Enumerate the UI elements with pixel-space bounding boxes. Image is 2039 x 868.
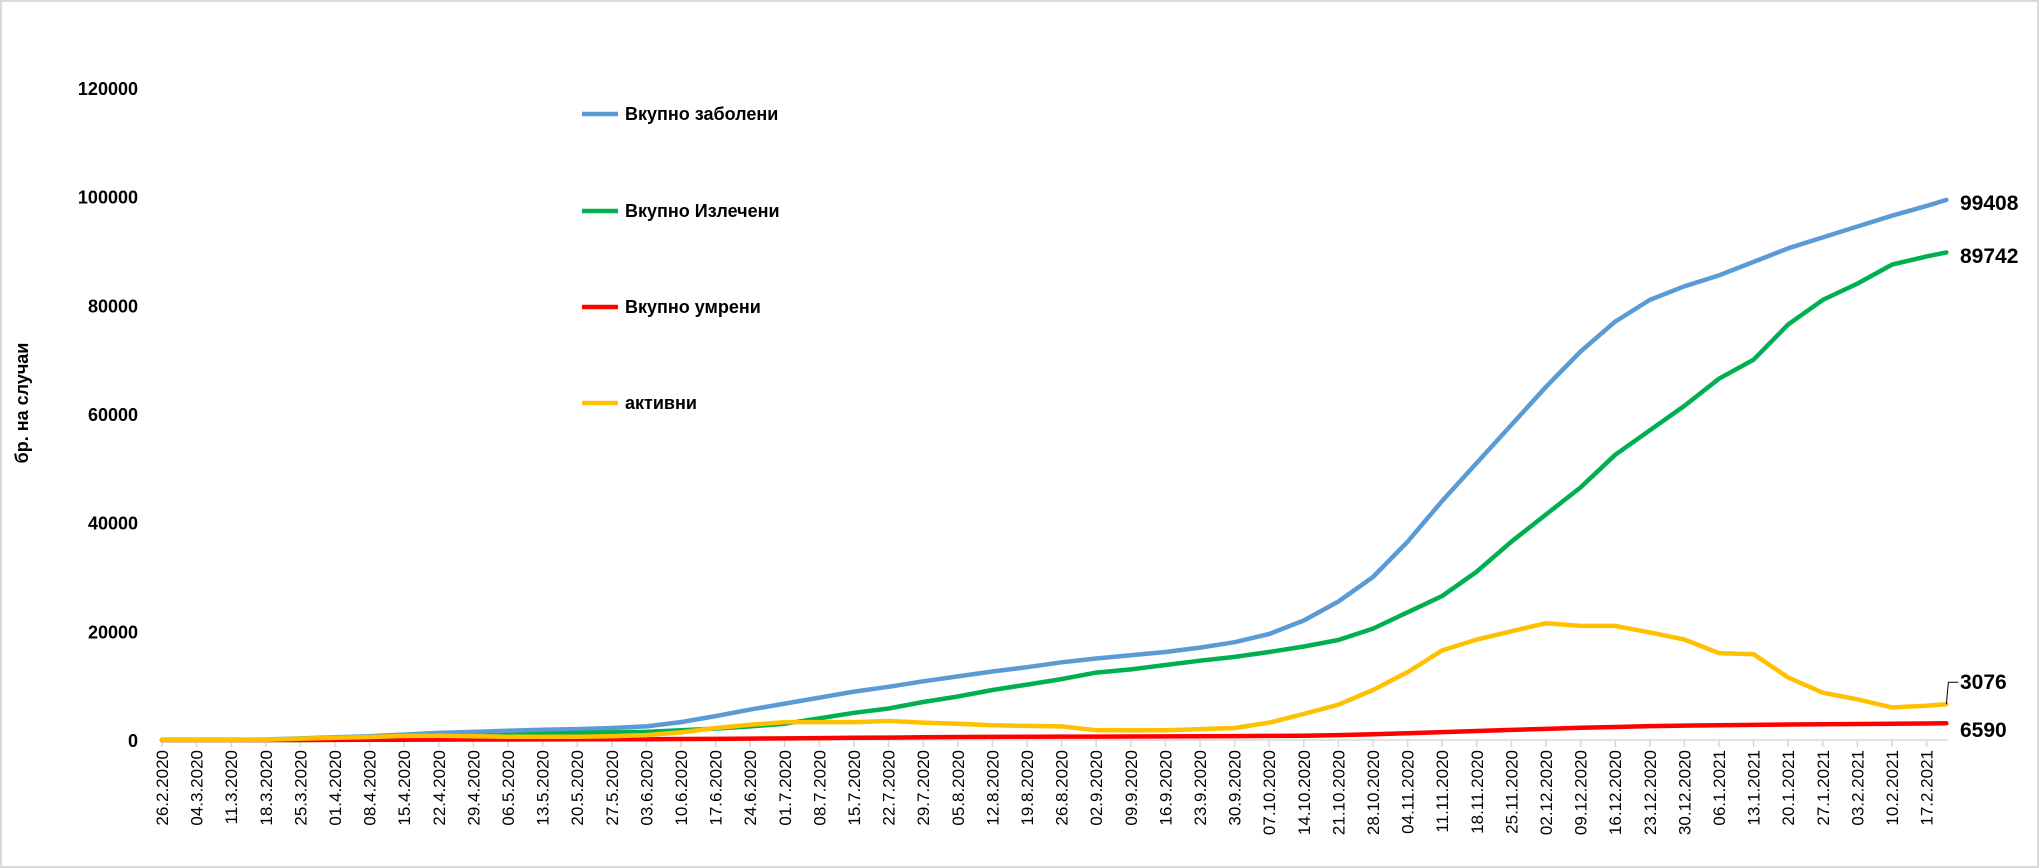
x-tick-label: 28.10.2020 bbox=[1364, 750, 1383, 835]
x-tick-label: 26.2.2020 bbox=[153, 750, 172, 826]
legend-label: Вкупно умрени bbox=[625, 297, 761, 317]
x-tick-label: 11.3.2020 bbox=[222, 750, 241, 824]
x-tick-label: 22.7.2020 bbox=[880, 750, 899, 826]
x-tick-label: 03.2.2021 bbox=[1848, 750, 1867, 826]
x-tick-label: 23.12.2020 bbox=[1641, 750, 1660, 835]
x-tick-label: 10.6.2020 bbox=[672, 750, 691, 826]
x-tick-label: 08.7.2020 bbox=[810, 750, 829, 826]
x-tick-label: 23.9.2020 bbox=[1191, 750, 1210, 826]
x-tick-label: 21.10.2020 bbox=[1329, 750, 1348, 835]
x-tick-label: 20.5.2020 bbox=[568, 750, 587, 826]
x-tick-label: 30.9.2020 bbox=[1226, 750, 1245, 826]
x-tick-label: 26.8.2020 bbox=[1053, 750, 1072, 826]
x-tick-label: 19.8.2020 bbox=[1018, 750, 1037, 826]
series-line-2 bbox=[159, 250, 1949, 743]
x-tick-label: 16.9.2020 bbox=[1156, 750, 1175, 826]
series-line-4 bbox=[159, 620, 1949, 743]
x-tick-label: 17.2.2021 bbox=[1918, 750, 1937, 826]
x-tick-label: 09.9.2020 bbox=[1122, 750, 1141, 826]
x-tick-label: 01.7.2020 bbox=[776, 750, 795, 826]
x-tick-label: 04.3.2020 bbox=[188, 750, 207, 826]
y-tick-label: 0 bbox=[128, 731, 138, 751]
end-value-label: 89742 bbox=[1960, 245, 2018, 268]
x-tick-label: 25.3.2020 bbox=[291, 750, 310, 826]
x-tick-label: 02.9.2020 bbox=[1087, 750, 1106, 826]
y-tick-label: 20000 bbox=[88, 622, 138, 642]
x-tick-label: 05.8.2020 bbox=[949, 750, 968, 826]
legend-label: Вкупно заболени bbox=[625, 104, 778, 124]
x-tick-label: 17.6.2020 bbox=[707, 750, 726, 826]
x-tick-label: 18.11.2020 bbox=[1468, 750, 1487, 834]
x-tick-label: 18.3.2020 bbox=[257, 750, 276, 826]
x-tick-label: 06.1.2021 bbox=[1710, 750, 1729, 826]
x-tick-label: 15.7.2020 bbox=[845, 750, 864, 826]
x-tick-label: 03.6.2020 bbox=[637, 750, 656, 826]
x-tick-label: 01.4.2020 bbox=[326, 750, 345, 826]
x-tick-label: 20.1.2021 bbox=[1779, 750, 1798, 826]
x-tick-label: 30.12.2020 bbox=[1675, 750, 1694, 835]
x-tick-label: 13.5.2020 bbox=[534, 750, 553, 826]
x-tick-label: 29.4.2020 bbox=[464, 750, 483, 826]
legend-label: Вкупно Излечени bbox=[625, 201, 780, 221]
x-tick-label: 27.5.2020 bbox=[603, 750, 622, 826]
x-tick-label: 24.6.2020 bbox=[741, 750, 760, 826]
x-tick-label: 22.4.2020 bbox=[430, 750, 449, 826]
y-tick-label: 80000 bbox=[88, 296, 138, 316]
y-axis-title: бр. на случаи bbox=[12, 343, 32, 464]
end-value-label: 99408 bbox=[1960, 192, 2019, 215]
x-tick-label: 02.12.2020 bbox=[1537, 750, 1556, 835]
x-tick-label: 08.4.2020 bbox=[361, 750, 380, 826]
x-tick-label: 13.1.2021 bbox=[1745, 750, 1764, 826]
x-tick-label: 09.12.2020 bbox=[1572, 750, 1591, 835]
x-tick-label: 06.5.2020 bbox=[499, 750, 518, 826]
y-tick-label: 120000 bbox=[78, 79, 138, 99]
x-tick-label: 10.2.2021 bbox=[1883, 750, 1902, 826]
leader-line bbox=[1945, 681, 1959, 705]
y-tick-label: 100000 bbox=[78, 188, 138, 208]
x-tick-label: 27.1.2021 bbox=[1814, 750, 1833, 826]
x-tick-label: 07.10.2020 bbox=[1260, 750, 1279, 835]
x-tick-label: 14.10.2020 bbox=[1295, 750, 1314, 835]
x-tick-label: 11.11.2020 bbox=[1433, 750, 1452, 833]
x-tick-label: 25.11.2020 bbox=[1502, 750, 1521, 834]
x-tick-label: 12.8.2020 bbox=[983, 750, 1002, 826]
legend-label: активни bbox=[625, 393, 697, 413]
series-line-3 bbox=[159, 721, 1949, 743]
end-value-label: 3076 bbox=[1960, 671, 2007, 694]
x-tick-label: 15.4.2020 bbox=[395, 750, 414, 826]
x-tick-label: 29.7.2020 bbox=[914, 750, 933, 826]
y-tick-label: 40000 bbox=[88, 514, 138, 534]
x-tick-label: 16.12.2020 bbox=[1606, 750, 1625, 835]
series-line-1 bbox=[159, 197, 1949, 743]
y-tick-label: 60000 bbox=[88, 405, 138, 425]
x-tick-label: 04.11.2020 bbox=[1399, 750, 1418, 834]
end-value-label: 6590 bbox=[1960, 719, 2007, 742]
